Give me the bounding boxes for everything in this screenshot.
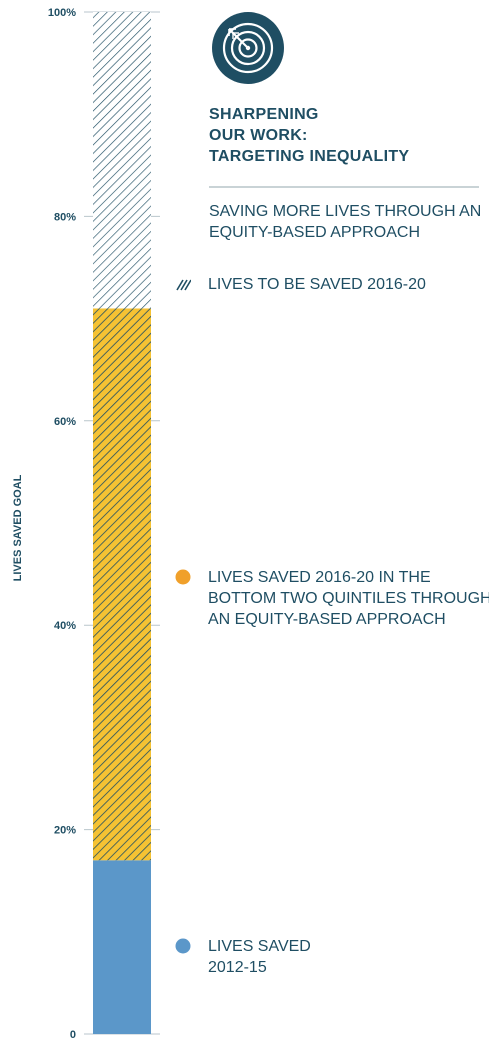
- legend-label: LIVES SAVED 2012-15: [208, 938, 311, 976]
- legend-label: LIVES TO BE SAVED 2016-20: [208, 276, 426, 293]
- y-tick-label: 100%: [48, 7, 76, 19]
- bar-segment-lives-saved-2012-15: [93, 860, 151, 1034]
- orange-dot-icon: [175, 569, 191, 585]
- target-arrow-icon: [212, 12, 284, 84]
- y-tick-label: 60%: [54, 416, 76, 428]
- page-subtitle: SAVING MORE LIVES THROUGH AN EQUITY-BASE…: [209, 203, 482, 241]
- page-title: SHARPENING OUR WORK: TARGETING INEQUALIT…: [209, 106, 410, 165]
- y-tick-label: 80%: [54, 211, 76, 223]
- legend-item-lives-saved-2012-15: LIVES SAVED 2012-15: [175, 936, 489, 978]
- legend-label: LIVES SAVED 2016-20 IN THE BOTTOM TWO QU…: [208, 569, 489, 628]
- bar-segment-equity-approach: [93, 308, 151, 861]
- y-axis-label: LIVES SAVED GOAL: [12, 474, 24, 581]
- legend-item-equity-approach: LIVES SAVED 2016-20 IN THE BOTTOM TWO QU…: [175, 567, 489, 630]
- legend-item-lives-to-be-saved: LIVES TO BE SAVED 2016-20: [175, 274, 489, 295]
- y-tick-label: 40%: [54, 620, 76, 632]
- y-tick-label: 0: [70, 1029, 76, 1041]
- title-divider: [209, 186, 479, 188]
- blue-dot-icon: [175, 938, 191, 954]
- bar-segment-lives-to-be-saved: [93, 12, 151, 309]
- hatch-swatch-icon: [176, 279, 191, 291]
- y-tick-label: 20%: [54, 825, 76, 837]
- bar-segments: [93, 12, 151, 1034]
